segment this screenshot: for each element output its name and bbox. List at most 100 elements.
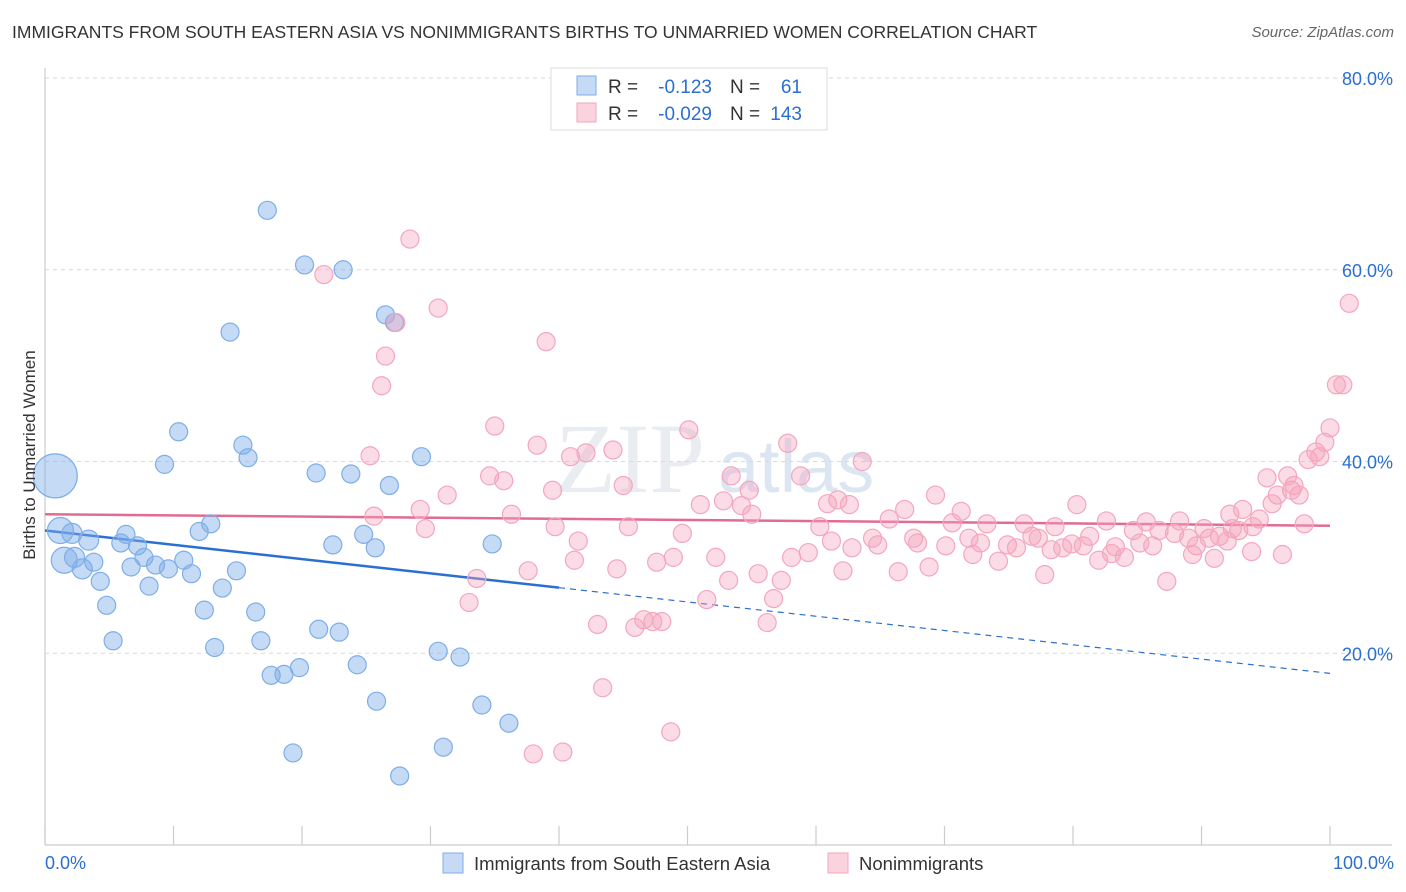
point-nonimmigrants: [888, 562, 908, 582]
legend-stats: R = -0.123 N = 61 R = -0.029 N = 143: [550, 67, 828, 131]
point-nonimmigrants: [781, 547, 802, 567]
point-immigrants: [309, 619, 329, 639]
point-immigrants: [121, 557, 141, 577]
point-immigrants: [411, 447, 432, 467]
point-nonimmigrants: [527, 435, 547, 455]
point-nonimmigrants: [661, 722, 681, 742]
point-nonimmigrants: [679, 420, 699, 440]
point-nonimmigrants: [1333, 375, 1353, 395]
source-credit: Source: ZipAtlas.com: [1251, 24, 1394, 41]
point-nonimmigrants: [1220, 504, 1240, 524]
point-nonimmigrants: [603, 440, 623, 460]
point-nonimmigrants: [1045, 517, 1065, 537]
point-immigrants: [226, 561, 247, 581]
point-nonimmigrants: [542, 480, 563, 500]
point-immigrants: [246, 602, 266, 622]
point-nonimmigrants: [1073, 536, 1093, 556]
legend-series: Immigrants from South Eastern Asia Nonim…: [442, 852, 983, 874]
point-nonimmigrants: [810, 517, 830, 537]
point-nonimmigrants: [748, 564, 768, 584]
point-nonimmigrants: [1157, 571, 1177, 591]
point-nonimmigrants: [1233, 499, 1253, 520]
point-immigrants: [329, 622, 349, 642]
point-immigrants: [90, 571, 110, 591]
point-nonimmigrants: [719, 570, 739, 590]
point-immigrants: [482, 534, 502, 554]
point-nonimmigrants: [501, 504, 522, 524]
point-nonimmigrants: [618, 517, 638, 537]
point-nonimmigrants: [1298, 449, 1318, 470]
point-immigrants: [251, 631, 271, 651]
point-immigrants: [46, 516, 75, 545]
point-nonimmigrants: [1170, 511, 1190, 531]
point-nonimmigrants: [771, 570, 791, 590]
point-nonimmigrants: [778, 433, 798, 453]
point-immigrants: [116, 524, 136, 544]
legend-n-value: 61: [781, 77, 802, 98]
point-nonimmigrants: [790, 466, 811, 486]
point-nonimmigrants: [821, 531, 842, 551]
legend-r-value: -0.029: [658, 104, 712, 125]
point-nonimmigrants: [652, 612, 672, 632]
point-nonimmigrants: [879, 509, 899, 529]
point-nonimmigrants: [690, 495, 710, 515]
point-nonimmigrants: [536, 332, 556, 352]
point-nonimmigrants: [467, 568, 487, 589]
point-nonimmigrants: [798, 542, 818, 563]
point-immigrants: [323, 535, 343, 555]
point-nonimmigrants: [721, 466, 741, 486]
point-immigrants: [154, 454, 175, 474]
point-immigrants: [212, 578, 232, 598]
point-nonimmigrants: [1028, 528, 1048, 548]
point-nonimmigrants: [613, 475, 633, 496]
point-nonimmigrants: [1267, 485, 1287, 505]
point-immigrants: [257, 200, 277, 220]
legend-swatch-pink: [576, 102, 597, 123]
point-immigrants: [347, 655, 367, 675]
point-immigrants: [71, 558, 93, 580]
point-immigrants: [158, 559, 178, 579]
legend-swatch-blue: [576, 75, 597, 96]
point-immigrants: [289, 658, 310, 678]
point-nonimmigrants: [1281, 480, 1302, 500]
point-nonimmigrants: [1194, 519, 1214, 539]
point-nonimmigrants: [757, 612, 777, 633]
legend-n-label: N =: [730, 104, 760, 125]
point-nonimmigrants: [1315, 432, 1335, 452]
point-nonimmigrants: [1067, 495, 1087, 515]
point-immigrants: [366, 691, 387, 711]
legend-r-value: -0.123: [658, 77, 712, 98]
point-nonimmigrants: [480, 466, 500, 486]
point-immigrants: [63, 546, 86, 568]
point-nonimmigrants: [485, 416, 505, 436]
point-nonimmigrants: [828, 490, 848, 510]
trend-line-immigrants-extrapolated: [558, 587, 1331, 674]
point-nonimmigrants: [1242, 542, 1262, 562]
point-nonimmigrants: [1339, 293, 1359, 313]
x-tick-label-right: 100.0%: [1333, 853, 1394, 873]
point-nonimmigrants: [963, 544, 983, 565]
point-immigrants: [365, 538, 385, 558]
point-nonimmigrants: [742, 504, 762, 524]
point-nonimmigrants: [672, 523, 692, 544]
point-immigrants: [103, 631, 123, 651]
point-immigrants: [428, 641, 448, 661]
y-tick-label: 60.0%: [1342, 261, 1393, 281]
x-tick-label-left: 0.0%: [45, 853, 86, 873]
legend-box: [550, 67, 828, 131]
point-nonimmigrants: [763, 589, 784, 609]
point-nonimmigrants: [925, 485, 946, 505]
point-immigrants: [84, 552, 104, 572]
point-immigrants: [333, 260, 353, 280]
y-tick-label: 20.0%: [1342, 644, 1393, 664]
point-nonimmigrants: [1164, 523, 1185, 544]
point-nonimmigrants: [568, 531, 588, 551]
point-nonimmigrants: [647, 552, 667, 572]
point-nonimmigrants: [410, 499, 430, 520]
point-nonimmigrants: [386, 312, 406, 333]
point-nonimmigrants: [1035, 565, 1055, 585]
point-nonimmigrants: [907, 533, 928, 553]
point-nonimmigrants: [852, 451, 872, 472]
gridlines: 20.0% 40.0% 60.0% 80.0%: [45, 69, 1393, 664]
